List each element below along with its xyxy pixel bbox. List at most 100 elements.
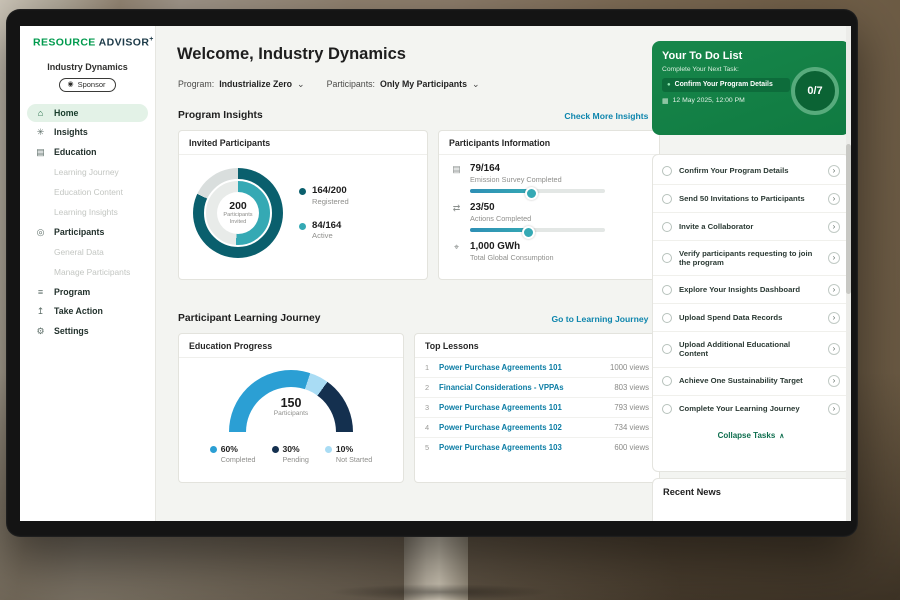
task-row-confirm-program[interactable]: Confirm Your Program Details › bbox=[653, 157, 849, 185]
task-checkbox[interactable] bbox=[662, 312, 672, 323]
task-checkbox[interactable] bbox=[662, 284, 672, 295]
lesson-rank: 1 bbox=[425, 363, 430, 372]
task-row-send-invitations[interactable]: Send 50 Invitations to Participants › bbox=[653, 185, 849, 213]
lesson-row: 2 Financial Considerations - VPPAs 803 v… bbox=[415, 378, 659, 398]
task-checkbox[interactable] bbox=[662, 165, 672, 176]
check-more-insights-link[interactable]: Check More Insights→ bbox=[564, 111, 660, 121]
sidebar-item-program[interactable]: ≡ Program bbox=[27, 283, 148, 301]
education-legend: 60% Completed 30% Pending 10% Not Starte… bbox=[179, 444, 403, 464]
sidebar-item-insights[interactable]: ✳ Insights bbox=[27, 123, 148, 142]
lesson-link[interactable]: Financial Considerations - VPPAs bbox=[439, 383, 564, 392]
sidebar-item-settings[interactable]: ⚙ Settings bbox=[27, 322, 148, 341]
sponsor-badge[interactable]: ◉ Sponsor bbox=[59, 77, 116, 92]
sidebar-item-take-action[interactable]: ↥ Take Action bbox=[27, 302, 148, 321]
lesson-link[interactable]: Power Purchase Agreements 101 bbox=[439, 363, 562, 372]
task-row-invite-collaborator[interactable]: Invite a Collaborator › bbox=[653, 213, 849, 241]
stat-actions-completed: ⇄ 23/50 Actions Completed bbox=[451, 202, 647, 239]
task-checkbox[interactable] bbox=[662, 344, 672, 355]
todo-summary-card: Your To Do List Complete Your Next Task:… bbox=[652, 41, 850, 135]
due-date-label: 12 May 2025, 12:00 PM bbox=[672, 97, 745, 105]
legend-completed: 60% Completed bbox=[209, 444, 256, 464]
todo-next-task[interactable]: ● Confirm Your Program Details bbox=[662, 78, 790, 92]
completed-label: Completed bbox=[220, 455, 256, 464]
lesson-views: 803 views bbox=[614, 383, 649, 392]
legend-registered: 164/200 Registered bbox=[299, 185, 349, 206]
monitor-bezel: RESOURCE ADVISOR+ Industry Dynamics ◉ Sp… bbox=[6, 9, 858, 537]
gauge-center-label: Participants bbox=[273, 410, 309, 417]
stat-label: Actions Completed bbox=[470, 214, 532, 223]
completed-dot-icon bbox=[209, 445, 217, 453]
todo-progress-ring: 0/7 bbox=[791, 67, 839, 115]
program-insights-title: Program Insights bbox=[178, 110, 263, 121]
task-row-achieve-sustainability-target[interactable]: Achieve One Sustainability Target › bbox=[653, 368, 849, 396]
lesson-row: 1 Power Purchase Agreements 101 1000 vie… bbox=[415, 358, 659, 378]
go-to-learning-journey-link[interactable]: Go to Learning Journey→ bbox=[551, 314, 660, 324]
task-checkbox[interactable] bbox=[662, 404, 672, 414]
scrollbar-thumb[interactable] bbox=[846, 144, 851, 294]
chevron-right-icon[interactable]: › bbox=[828, 343, 840, 356]
task-row-upload-educational-content[interactable]: Upload Additional Educational Content › bbox=[653, 332, 849, 368]
actions-progress-bar bbox=[470, 225, 605, 239]
task-checkbox[interactable] bbox=[662, 253, 672, 264]
task-checkbox[interactable] bbox=[662, 193, 672, 204]
not-started-label: Not Started bbox=[335, 455, 373, 464]
lesson-rank: 4 bbox=[425, 423, 430, 432]
task-row-complete-learning-journey[interactable]: Complete Your Learning Journey › bbox=[653, 396, 849, 423]
take-action-icon: ↥ bbox=[36, 305, 45, 316]
chevron-right-icon[interactable]: › bbox=[828, 311, 840, 324]
sidebar-item-manage-participants[interactable]: Manage Participants bbox=[54, 267, 131, 277]
lesson-row: 3 Power Purchase Agreements 101 793 view… bbox=[415, 398, 659, 418]
chevron-right-icon[interactable]: › bbox=[828, 192, 840, 205]
donut-center-label: Participants Invited bbox=[223, 212, 253, 225]
emission-progress-bar bbox=[470, 186, 605, 200]
program-icon: ≡ bbox=[37, 286, 44, 297]
chevron-right-icon[interactable]: › bbox=[828, 283, 840, 296]
stat-emission-survey: ▤ 79/164 Emission Survey Completed bbox=[451, 163, 647, 200]
sidebar: RESOURCE ADVISOR+ Industry Dynamics ◉ Sp… bbox=[20, 26, 156, 521]
sidebar-item-learning-journey[interactable]: Learning Journey bbox=[54, 167, 119, 177]
task-label: Upload Additional Educational Content bbox=[679, 339, 791, 359]
sidebar-item-home[interactable]: ⌂ Home bbox=[27, 103, 148, 122]
sidebar-item-education[interactable]: ▤ Education bbox=[27, 143, 148, 162]
program-insights-header: Program Insights Check More Insights→ bbox=[178, 110, 660, 121]
task-row-verify-participants[interactable]: Verify participants requesting to join t… bbox=[653, 241, 849, 277]
lesson-link[interactable]: Power Purchase Agreements 103 bbox=[439, 443, 562, 452]
lesson-rank: 5 bbox=[425, 443, 430, 452]
collapse-tasks-link[interactable]: Collapse Tasks ∧ bbox=[653, 423, 849, 446]
active-dot-icon bbox=[299, 222, 306, 230]
lesson-views: 734 views bbox=[614, 423, 649, 432]
task-checkbox[interactable] bbox=[662, 376, 672, 386]
chevron-right-icon[interactable]: › bbox=[828, 403, 840, 415]
task-label: Complete Your Learning Journey bbox=[679, 404, 800, 414]
task-row-explore-insights[interactable]: Explore Your Insights Dashboard › bbox=[653, 276, 849, 305]
sidebar-item-participants[interactable]: ◎ Participants bbox=[27, 223, 148, 242]
chevron-right-icon[interactable]: › bbox=[828, 252, 840, 265]
participants-dropdown[interactable]: Participants: Only My Participants ⌄ bbox=[327, 79, 480, 89]
card-title: Education Progress bbox=[179, 334, 403, 358]
task-row-upload-spend-data[interactable]: Upload Spend Data Records › bbox=[653, 304, 849, 333]
insights-icon: ✳ bbox=[36, 126, 45, 137]
task-checkbox[interactable] bbox=[662, 221, 672, 232]
chevron-right-icon[interactable]: › bbox=[828, 220, 840, 233]
sidebar-item-label: Take Action bbox=[54, 306, 103, 316]
not-started-dot-icon bbox=[324, 445, 332, 453]
chevron-right-icon[interactable]: › bbox=[828, 164, 840, 177]
program-dropdown[interactable]: Program: Industrialize Zero ⌄ bbox=[178, 79, 305, 89]
chevron-right-icon[interactable]: › bbox=[828, 375, 840, 387]
lesson-link[interactable]: Power Purchase Agreements 101 bbox=[439, 403, 562, 412]
scrollbar-track[interactable] bbox=[846, 26, 851, 521]
top-lessons-card: Top Lessons 1 Power Purchase Agreements … bbox=[414, 333, 660, 483]
stat-value: 79/164 bbox=[470, 163, 500, 174]
page-title: Welcome, Industry Dynamics bbox=[177, 45, 406, 63]
lesson-link[interactable]: Power Purchase Agreements 102 bbox=[439, 423, 562, 432]
sidebar-item-education-content[interactable]: Education Content bbox=[54, 187, 123, 197]
participants-value: Only My Participants bbox=[379, 79, 467, 89]
invited-legend: 164/200 Registered 84/164 Active bbox=[299, 185, 349, 240]
invited-donut-chart: 200 Participants Invited bbox=[193, 168, 283, 258]
sidebar-nav: ⌂ Home ✳ Insights ▤ Education Learning J… bbox=[20, 103, 155, 341]
task-label: Upload Spend Data Records bbox=[679, 312, 783, 322]
status-dot-icon: ● bbox=[667, 81, 671, 88]
sidebar-item-general-data[interactable]: General Data bbox=[54, 247, 104, 257]
survey-icon: ▤ bbox=[452, 164, 461, 174]
sidebar-item-learning-insights[interactable]: Learning Insights bbox=[54, 207, 118, 217]
